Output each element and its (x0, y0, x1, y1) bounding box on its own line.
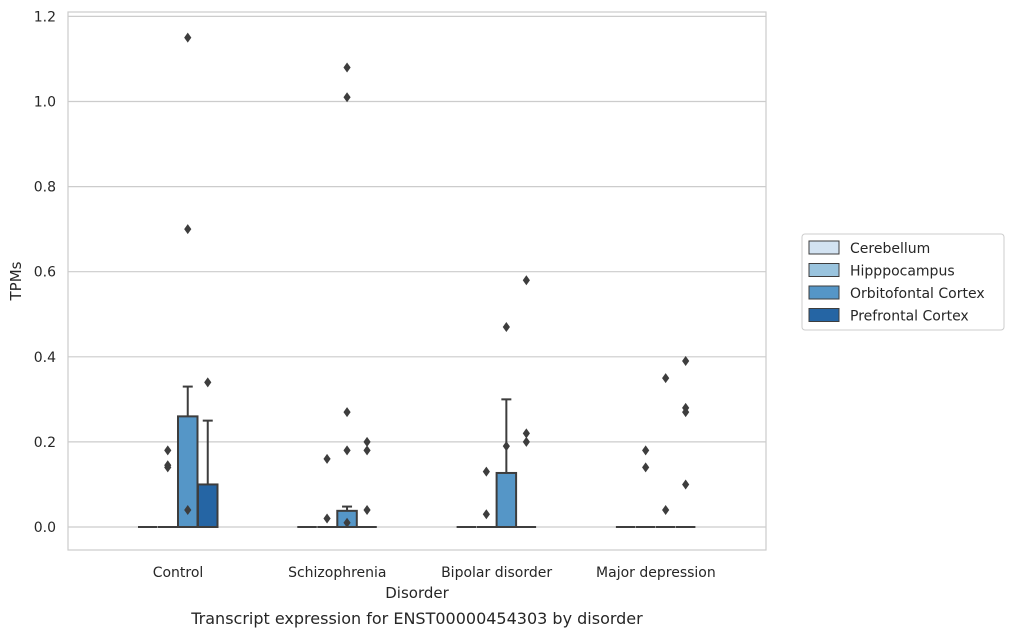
box-hipppocampus (635, 445, 656, 528)
y-tick-label: 1.2 (34, 9, 56, 25)
y-tick-label: 1.0 (34, 95, 56, 111)
y-tick-label: 0.8 (34, 180, 56, 196)
outlier-point (343, 62, 351, 73)
legend-swatch (808, 308, 840, 322)
gridlines (68, 15, 766, 528)
y-tick-label: 0.6 (34, 265, 56, 281)
legend-item-orbitofontal-cortex[interactable]: Orbitofontal Cortex (808, 285, 985, 302)
outlier-point (164, 462, 172, 473)
outlier-point (363, 445, 371, 456)
box-orbitofontal-cortex (336, 62, 358, 528)
outlier-point (642, 445, 650, 456)
outlier-point (502, 322, 510, 333)
box-hipppocampus (317, 453, 337, 528)
legend-swatch (808, 240, 840, 255)
x-tick-label: Bipolar disorder (441, 565, 552, 581)
outlier-point (184, 504, 192, 515)
box-hipppocampus (158, 445, 178, 528)
box-prefrontal-cortex (197, 377, 219, 529)
x-axis-label: Disorder (385, 584, 449, 602)
box-prefrontal-cortex (357, 436, 377, 528)
plot-frame (67, 11, 767, 551)
legend-label: Cerebellum (850, 241, 930, 257)
x-tick-label: Major depression (596, 565, 716, 581)
outlier-point (343, 407, 351, 418)
legend-frame (801, 233, 1005, 331)
outlier-point (662, 504, 670, 515)
outlier-point (184, 224, 192, 235)
outlier-point (682, 479, 690, 490)
outlier-point (662, 373, 670, 384)
outlier-point (482, 509, 490, 520)
box-orbitofontal-cortex (655, 373, 676, 528)
chart-caption: Transcript expression for ENST0000045430… (190, 609, 643, 628)
y-tick-labels: 0.0 0.2 0.4 0.6 0.8 1.0 1.2 (34, 9, 56, 536)
outlier-point (343, 517, 351, 528)
outlier-point (164, 445, 172, 456)
outlier-point (502, 441, 510, 452)
box-orbitofontal-cortex (495, 322, 518, 528)
outlier-point (642, 462, 650, 473)
y-tick-label: 0.4 (34, 350, 56, 366)
outlier-point (343, 445, 351, 456)
y-tick-label: 0.0 (34, 520, 56, 536)
box-hipppocampus (476, 466, 497, 528)
outlier-point (184, 32, 192, 43)
outlier-point (482, 466, 490, 477)
legend-label: Orbitofontal Cortex (850, 286, 985, 302)
x-tick-label: Schizophrenia (288, 565, 386, 581)
legend[interactable]: Cerebellum Hipppocampus Orbitofontal Corte… (801, 233, 1005, 331)
outlier-point (363, 504, 371, 515)
outlier-point (682, 407, 690, 418)
outlier-point (522, 436, 530, 447)
outlier-point (343, 92, 351, 103)
legend-label: Hipppocampus (850, 264, 955, 280)
legend-swatch (808, 285, 840, 300)
legend-label: Prefrontal Cortex (850, 309, 969, 325)
outlier-point (204, 377, 212, 388)
box (495, 471, 518, 528)
y-tick-label: 0.2 (34, 435, 56, 451)
outlier-point (522, 275, 530, 286)
box-plot-marks (138, 32, 696, 529)
legend-item-prefrontal-cortex[interactable]: Prefrontal Cortex (808, 308, 969, 325)
box-orbitofontal-cortex (177, 32, 199, 528)
outlier-point (363, 436, 371, 447)
y-axis-label: TPMs (7, 261, 25, 301)
legend-swatch (808, 263, 840, 277)
legend-item-hipppocampus[interactable]: Hipppocampus (808, 263, 955, 280)
legend-item-cerebellum[interactable]: Cerebellum (808, 240, 930, 257)
outlier-point (323, 453, 331, 464)
x-tick-label: Control (153, 565, 204, 581)
outlier-point (522, 428, 530, 439)
x-tick-labels: Control Schizophrenia Bipolar disorder Majo… (153, 565, 716, 581)
box-prefrontal-cortex (675, 356, 696, 528)
box-prefrontal-cortex (516, 275, 537, 528)
outlier-point (682, 356, 690, 367)
box (197, 483, 219, 529)
outlier-point (323, 513, 331, 524)
